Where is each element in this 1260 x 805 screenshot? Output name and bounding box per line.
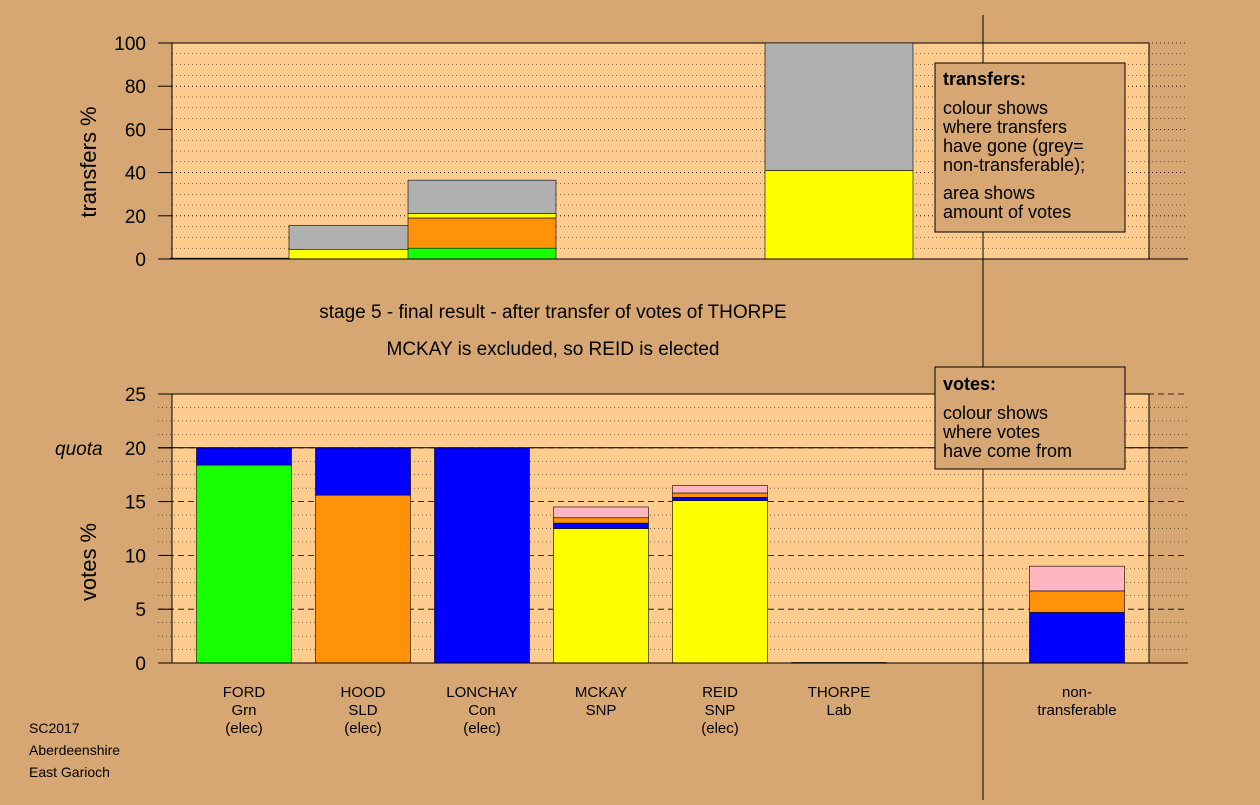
votes-tick-label: 0 (135, 654, 146, 675)
votes-bar-segment-non-transferable (1029, 565, 1125, 592)
transfers-legend-line: colour shows (943, 98, 1048, 118)
transfers-bar-segment-thorpe (764, 42, 914, 171)
category-label-hood: HOOD (341, 684, 386, 701)
votes-bar-segment-non-transferable (1029, 612, 1125, 664)
category-label-reid: REID (702, 684, 738, 701)
transfers-tick-label: 0 (135, 250, 146, 271)
category-label-hood: (elec) (344, 720, 382, 737)
votes-tick-label: 20 (125, 439, 146, 460)
votes-tick-label: 15 (125, 493, 146, 514)
category-label-thorpe: Lab (826, 702, 851, 719)
votes-bar-segment-reid (672, 492, 768, 498)
category-label-lonchay: LONCHAY (446, 684, 517, 701)
votes-axis-label: votes % (76, 523, 101, 601)
votes-bar-segment-mckay (553, 528, 649, 664)
footer-election: SC2017 (29, 720, 80, 736)
footer-ward: East Garioch (29, 764, 110, 780)
votes-bar-segment-ford (196, 447, 292, 466)
votes-bar-segment-mckay (553, 517, 649, 524)
category-label-mckay: MCKAY (575, 684, 627, 701)
category-label-reid: SNP (705, 702, 736, 719)
transfers-bar-segment-lonchay (407, 247, 557, 260)
votes-bar-segment-reid (672, 485, 768, 494)
category-label-mckay: SNP (586, 702, 617, 719)
category-label-lonchay: (elec) (463, 720, 501, 737)
transfers-bar-segment-lonchay (407, 213, 557, 219)
category-label-thorpe: THORPE (808, 684, 871, 701)
votes-legend-line: where votes (942, 422, 1040, 442)
transfers-tick-label: 60 (125, 120, 146, 141)
transfers-legend-line: where transfers (942, 117, 1067, 137)
votes-legend: votes: colour shows where votes have com… (934, 366, 1126, 470)
category-label-ford: Grn (231, 702, 256, 719)
transfers-legend-line: amount of votes (943, 202, 1071, 222)
votes-bar-segment-lonchay (434, 447, 530, 664)
category-label-reid: (elec) (701, 720, 739, 737)
footer-council: Aberdeenshire (29, 742, 120, 758)
transfers-bar-segment-thorpe (764, 170, 914, 260)
category-label-ford: (elec) (225, 720, 263, 737)
quota-label: quota (55, 439, 103, 460)
category-label-non-transferable: non- (1062, 684, 1092, 701)
transfers-tick-label: 20 (125, 207, 146, 228)
category-label-non-transferable: transferable (1037, 702, 1116, 719)
votes-bar-segment-non-transferable (1029, 590, 1125, 613)
transfers-tick-label: 80 (125, 77, 146, 98)
votes-bar-segment-mckay (553, 522, 649, 529)
transfers-legend: transfers: colour shows where transfers … (934, 62, 1126, 233)
stage-title: stage 5 - final result - after transfer … (319, 302, 786, 323)
transfers-tick-label: 100 (114, 34, 146, 55)
votes-bar-segment-mckay (553, 506, 649, 519)
category-label-ford: FORD (223, 684, 266, 701)
transfers-legend-line: non-transferable); (943, 155, 1085, 175)
votes-bar-segment-reid (672, 500, 768, 664)
transfers-legend-line: have gone (grey= (943, 136, 1084, 156)
votes-tick-label: 25 (125, 385, 146, 406)
votes-bar-segment-ford (196, 464, 292, 664)
category-label-hood: SLD (348, 702, 377, 719)
votes-legend-line: have come from (943, 441, 1072, 461)
votes-tick-label: 10 (125, 546, 146, 567)
stage-result: MCKAY is excluded, so REID is elected (387, 339, 720, 360)
votes-tick-label: 5 (135, 600, 146, 621)
votes-bar-segment-reid (672, 496, 768, 501)
votes-legend-title: votes: (943, 374, 996, 394)
transfers-legend-title: transfers: (943, 69, 1026, 89)
transfers-tick-label: 40 (125, 164, 146, 185)
transfers-bar-segment-lonchay (407, 179, 557, 214)
votes-legend-line: colour shows (943, 403, 1048, 423)
category-label-lonchay: Con (468, 702, 496, 719)
votes-bar-segment-hood (315, 447, 411, 496)
votes-bar-segment-hood (315, 494, 411, 664)
transfers-axis-label: transfers % (76, 106, 101, 217)
transfers-legend-line: area shows (943, 183, 1035, 203)
transfers-bar-segment-lonchay (407, 217, 557, 249)
